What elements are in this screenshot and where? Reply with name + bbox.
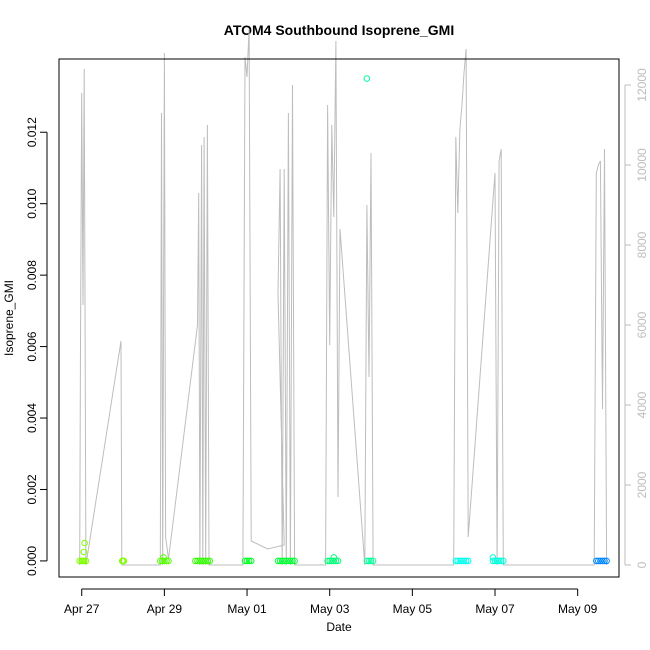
data-point [330, 554, 338, 561]
data-point [500, 557, 507, 565]
data-point [196, 557, 203, 565]
y-tick-label: 0.004 [25, 403, 39, 433]
data-point [462, 557, 470, 565]
data-point [280, 557, 288, 565]
y-tick-label: 0.006 [25, 331, 39, 361]
data-point [76, 557, 83, 565]
data-point [283, 557, 290, 565]
data-point [194, 557, 201, 565]
y-axis-label: Isoprene_GMI [2, 280, 16, 356]
data-point [603, 557, 610, 565]
data-point [160, 554, 167, 561]
data-point [157, 557, 164, 565]
data-point [369, 557, 377, 565]
secondary-y-tick-label: 6000 [635, 311, 649, 338]
data-point [497, 557, 505, 565]
data-points-layer [76, 75, 610, 565]
secondary-y-tick-label: 10000 [635, 148, 649, 182]
data-point [324, 557, 331, 565]
data-point [363, 75, 371, 82]
data-point [285, 557, 292, 565]
secondary-y-tick-label: 8000 [635, 231, 649, 258]
x-axis-label: Date [326, 620, 352, 634]
data-point [464, 557, 472, 565]
data-point [599, 557, 606, 565]
data-point [452, 557, 460, 565]
x-tick-label: Apr 29 [147, 602, 183, 616]
y-tick-label: 0.002 [25, 474, 39, 504]
data-point [165, 557, 172, 565]
data-point [80, 548, 88, 556]
y-tick-label: 0.000 [25, 546, 39, 576]
y-tick-label: 0.010 [25, 188, 39, 218]
plot-frame [58, 58, 620, 578]
y-axis: 0.000 0.002 0.004 0.006 0.008 0.010 0.012 [25, 117, 48, 576]
data-point [274, 557, 282, 565]
data-point [495, 557, 503, 565]
x-axis: Apr 27 Apr 29 May 01 May 03 May 05 May 07 May … [64, 588, 598, 616]
data-point [456, 557, 464, 565]
data-point [493, 557, 501, 565]
data-point [597, 557, 604, 565]
data-point [120, 557, 128, 565]
x-tick-label: May 07 [475, 602, 515, 616]
data-point [291, 557, 298, 565]
data-point [247, 557, 255, 565]
data-point [332, 557, 340, 565]
data-point [460, 557, 468, 565]
y-tick-label: 0.008 [25, 260, 39, 290]
data-point [245, 557, 253, 565]
x-tick-label: May 03 [310, 602, 350, 616]
data-point [365, 557, 373, 565]
data-point [491, 557, 499, 565]
data-point [454, 557, 462, 565]
chart-title: ATOM4 Southbound Isoprene_GMI [224, 22, 454, 38]
data-point [489, 554, 497, 561]
secondary-y-tick-label: 0 [635, 561, 649, 568]
data-point [458, 557, 466, 565]
x-tick-label: May 09 [558, 602, 598, 616]
data-point [206, 557, 214, 565]
secondary-y-tick-label: 4000 [635, 391, 649, 418]
data-point [287, 557, 294, 565]
data-point [276, 557, 284, 565]
data-point [289, 557, 296, 565]
x-tick-label: Apr 27 [64, 602, 100, 616]
data-point [204, 557, 212, 565]
x-tick-label: May 01 [227, 602, 267, 616]
secondary-y-tick-label: 2000 [635, 471, 649, 498]
secondary-y-axis: 0 2000 4000 6000 8000 10000 12000 [624, 68, 649, 568]
x-tick-label: May 05 [393, 602, 433, 616]
data-point [82, 557, 90, 565]
data-point [489, 557, 497, 565]
data-point [198, 557, 205, 565]
data-point [192, 557, 199, 565]
data-point [593, 557, 600, 565]
secondary-y-tick-label: 12000 [635, 68, 649, 102]
data-point [241, 557, 249, 565]
data-point [278, 557, 286, 565]
y-tick-label: 0.012 [25, 117, 39, 147]
data-point [202, 557, 209, 565]
data-point [243, 557, 251, 565]
altitude-trace-line [79, 28, 608, 566]
data-point [159, 557, 166, 565]
data-point [363, 557, 371, 565]
data-point [595, 557, 602, 565]
altitude-trace-layer [79, 28, 608, 566]
data-point [330, 557, 338, 565]
data-point [334, 557, 342, 565]
data-point [328, 557, 336, 565]
data-point [161, 557, 168, 565]
data-point [601, 557, 608, 565]
data-point [81, 539, 88, 547]
data-point [200, 557, 207, 565]
data-point [367, 557, 375, 565]
data-point [326, 557, 334, 565]
